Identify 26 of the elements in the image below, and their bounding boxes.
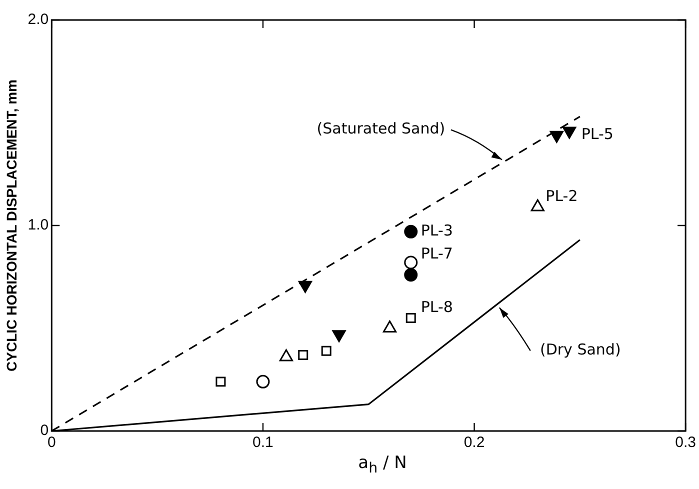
annotation: PL-5 [581, 124, 614, 143]
point [406, 312, 416, 323]
point [404, 224, 418, 238]
y-tick-label: 1.0 [28, 216, 49, 234]
annotation: PL-3 [420, 222, 453, 240]
y-tick-label: 2.0 [28, 11, 49, 28]
point [404, 268, 418, 282]
annotation: PL-2 [546, 186, 578, 205]
point [216, 376, 226, 387]
x-axis-title: a$_{h}$ / N [357, 453, 408, 476]
point [256, 374, 270, 388]
point [562, 126, 576, 139]
x-tick-label: 0.1 [252, 434, 274, 452]
point [321, 346, 332, 356]
x-tick-label: 0.3 [675, 434, 696, 452]
annotation: PL-8 [420, 298, 453, 316]
annotation: PL-7 [420, 244, 453, 262]
point [550, 130, 564, 143]
annotation: (Dry Sand) [540, 340, 621, 359]
point [298, 280, 312, 293]
annotation: (Saturated Sand) [316, 120, 446, 138]
y-tick-label: 0 [40, 422, 49, 440]
x-tick-label: 0.2 [464, 434, 485, 452]
y-axis-title: CYCLIC HORIZONTAL DISPLACEMENT, mm [3, 80, 20, 372]
point [404, 256, 418, 270]
point [298, 350, 308, 360]
